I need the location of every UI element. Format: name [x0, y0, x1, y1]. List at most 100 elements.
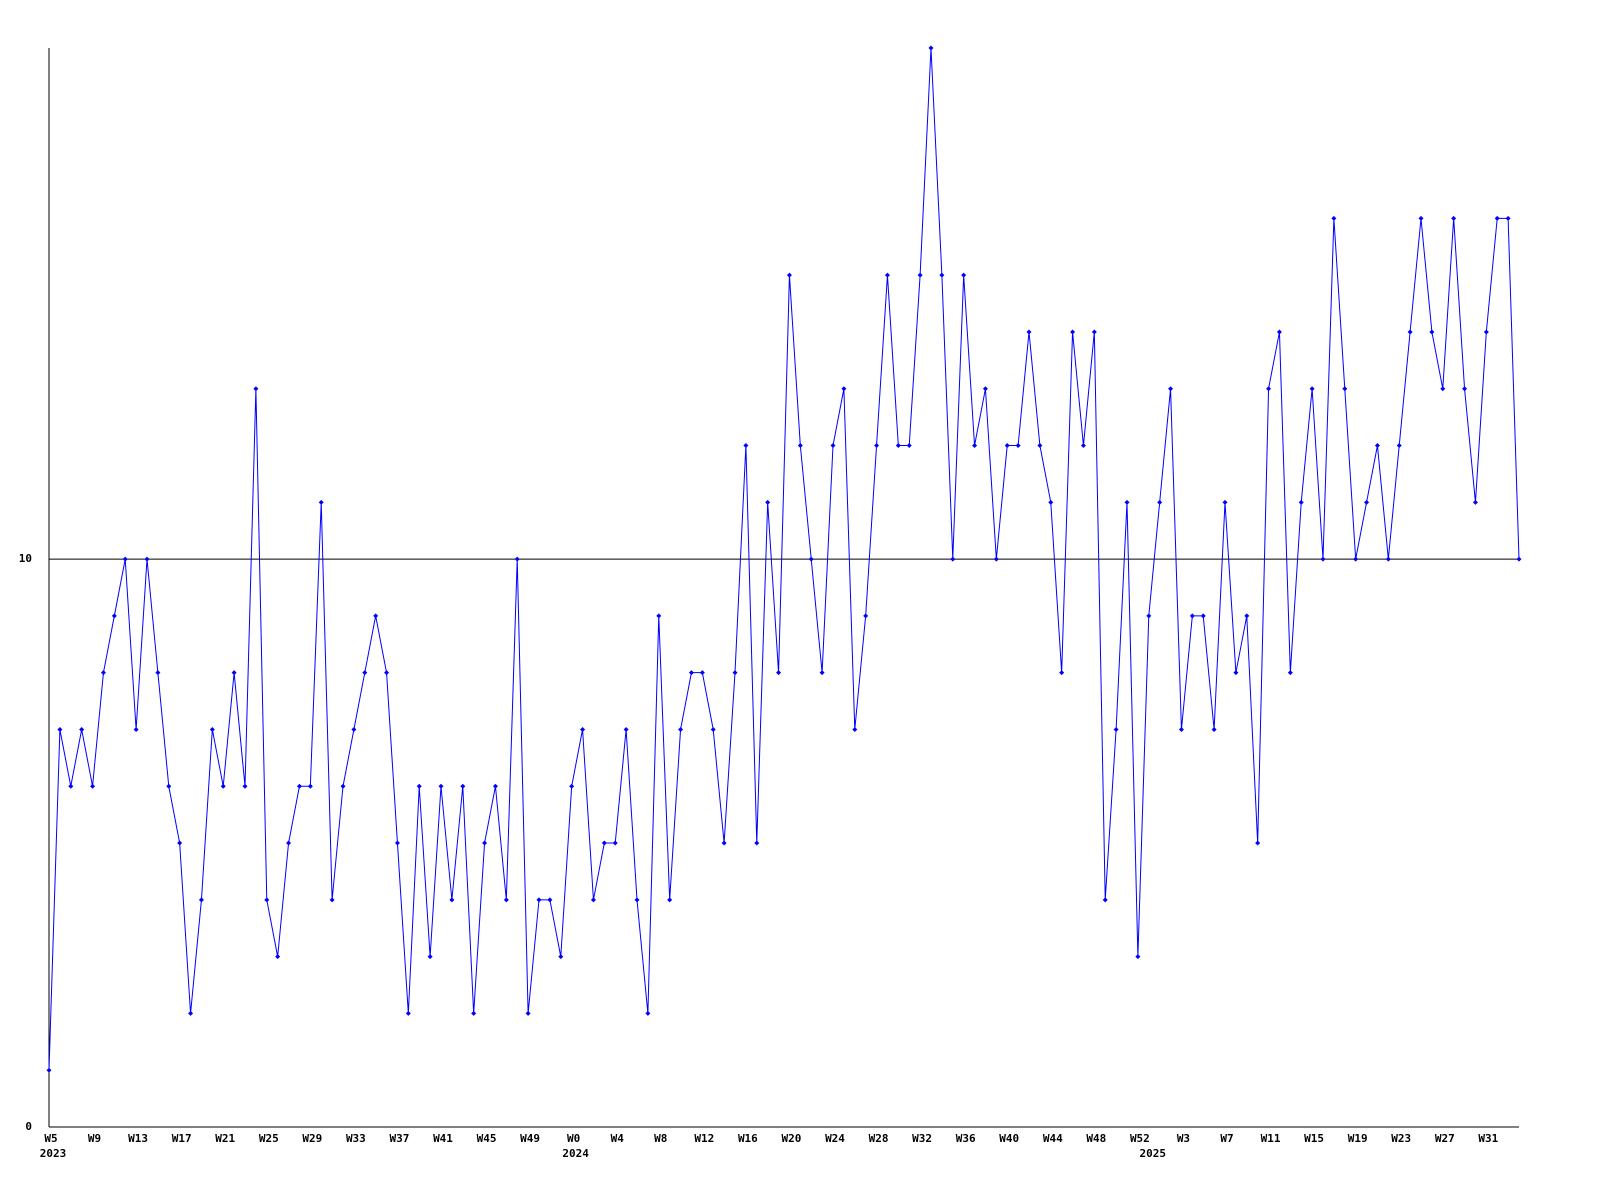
point-marker: [1015, 443, 1021, 449]
point-marker: [1429, 329, 1435, 335]
point-marker: [993, 556, 999, 562]
point-marker: [1157, 499, 1163, 505]
point-marker: [841, 386, 847, 392]
point-marker: [514, 556, 520, 562]
point-marker: [1168, 386, 1174, 392]
x-tick-label: W17: [172, 1132, 192, 1145]
series-line: [48, 47, 1520, 1071]
x-tick-label: W44: [1043, 1132, 1063, 1145]
y-tick-label: 10: [19, 552, 32, 565]
x-tick-label: W4: [611, 1132, 625, 1145]
x-tick-label: W32: [912, 1132, 932, 1145]
point-marker: [1276, 329, 1282, 335]
point-marker: [525, 1010, 531, 1016]
point-marker: [231, 670, 237, 676]
point-marker: [1353, 556, 1359, 562]
point-marker: [362, 670, 368, 676]
point-marker: [449, 897, 455, 903]
point-marker: [405, 1010, 411, 1016]
point-marker: [188, 1010, 194, 1016]
x-tick-label: W27: [1435, 1132, 1455, 1145]
point-marker: [209, 726, 215, 732]
point-marker: [1255, 840, 1261, 846]
point-marker: [307, 783, 313, 789]
point-marker: [917, 272, 923, 278]
x-tick-label: W36: [956, 1132, 976, 1145]
x-tick-label: W7: [1220, 1132, 1233, 1145]
point-marker: [569, 783, 575, 789]
point-marker: [1146, 613, 1152, 619]
point-marker: [819, 670, 825, 676]
x-tick-label: W49: [520, 1132, 540, 1145]
x-tick-label: W40: [999, 1132, 1019, 1145]
point-marker: [264, 897, 270, 903]
point-marker: [482, 840, 488, 846]
point-marker: [808, 556, 814, 562]
point-marker: [601, 840, 607, 846]
point-marker: [928, 45, 934, 51]
x-tick-label: W29: [302, 1132, 322, 1145]
point-marker: [1516, 556, 1522, 562]
point-marker: [46, 1067, 52, 1073]
x-tick-label: W23: [1391, 1132, 1411, 1145]
point-marker: [1091, 329, 1097, 335]
point-marker: [1113, 726, 1119, 732]
point-marker: [939, 272, 945, 278]
point-marker: [177, 840, 183, 846]
x-tick-label: W48: [1086, 1132, 1106, 1145]
point-marker: [634, 897, 640, 903]
x-tick-label: W3: [1177, 1132, 1190, 1145]
point-marker: [710, 726, 716, 732]
point-marker: [656, 613, 662, 619]
x-tick-label: W11: [1261, 1132, 1281, 1145]
point-marker: [460, 783, 466, 789]
point-marker: [874, 443, 880, 449]
point-marker: [1309, 386, 1315, 392]
point-marker: [1233, 670, 1239, 676]
point-marker: [721, 840, 727, 846]
point-marker: [743, 443, 749, 449]
point-marker: [318, 499, 324, 505]
point-marker: [1472, 499, 1478, 505]
point-marker: [1331, 215, 1337, 221]
x-tick-label: W5: [44, 1132, 57, 1145]
point-marker: [1396, 443, 1402, 449]
x-tick-label: W21: [215, 1132, 235, 1145]
x-tick-label: W16: [738, 1132, 758, 1145]
point-marker: [100, 670, 106, 676]
point-marker: [678, 726, 684, 732]
x-tick-label: W8: [654, 1132, 667, 1145]
point-marker: [1102, 897, 1108, 903]
point-marker: [776, 670, 782, 676]
point-marker: [961, 272, 967, 278]
point-marker: [122, 556, 128, 562]
x-year-label: 2024: [562, 1147, 589, 1160]
x-tick-label: W25: [259, 1132, 279, 1145]
point-marker: [155, 670, 161, 676]
point-marker: [786, 272, 792, 278]
x-tick-label: W15: [1304, 1132, 1324, 1145]
x-tick-label: W19: [1348, 1132, 1368, 1145]
point-marker: [1211, 726, 1217, 732]
point-marker: [492, 783, 498, 789]
point-marker: [830, 443, 836, 449]
point-marker: [503, 897, 509, 903]
point-marker: [1364, 499, 1370, 505]
point-marker: [286, 840, 292, 846]
point-marker: [340, 783, 346, 789]
point-marker: [198, 897, 204, 903]
x-year-label: 2023: [40, 1147, 67, 1160]
point-marker: [580, 726, 586, 732]
point-marker: [351, 726, 357, 732]
point-marker: [1440, 386, 1446, 392]
point-marker: [688, 670, 694, 676]
point-marker: [1374, 443, 1380, 449]
point-marker: [1287, 670, 1293, 676]
point-marker: [275, 954, 281, 960]
x-tick-label: W20: [782, 1132, 802, 1145]
point-marker: [1124, 499, 1130, 505]
x-year-label: 2025: [1140, 1147, 1167, 1160]
point-marker: [1135, 954, 1141, 960]
point-marker: [242, 783, 248, 789]
